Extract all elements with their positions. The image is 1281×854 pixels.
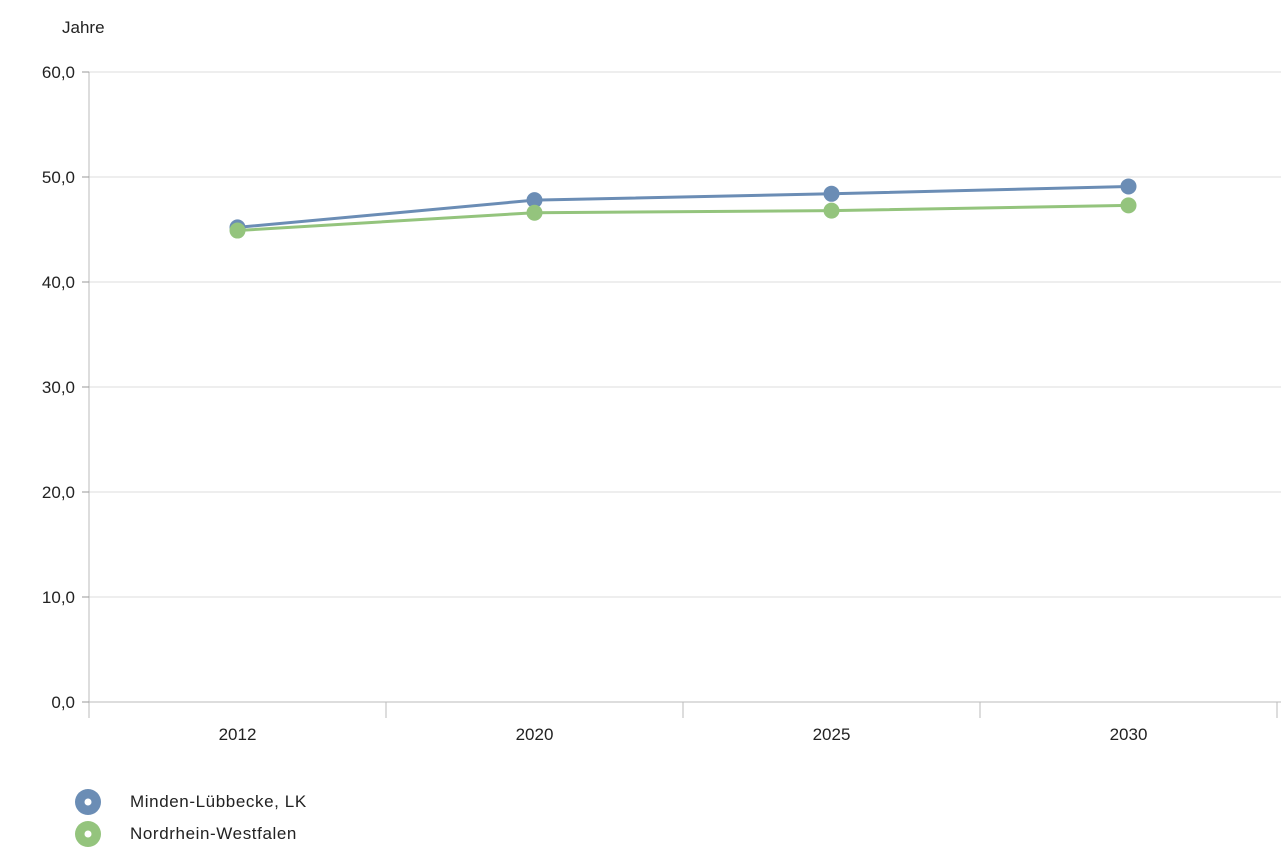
- legend: Minden-Lübbecke, LK Nordrhein-Westfalen: [74, 786, 307, 850]
- x-tick-label: 2012: [219, 725, 257, 744]
- y-tick-label: 20,0: [42, 483, 75, 502]
- data-point: [823, 202, 840, 219]
- y-axis-ticks: 0,0 10,0 20,0 30,0 40,0 50,0 60,0: [42, 63, 89, 712]
- y-tick-label: 10,0: [42, 588, 75, 607]
- data-point: [1120, 178, 1137, 195]
- grid-lines: [89, 71, 1281, 598]
- x-axis-ticks: 2012 2020 2025 2030: [219, 702, 1278, 744]
- legend-label-nrw: Nordrhein-Westfalen: [130, 824, 297, 843]
- axes: [82, 72, 1281, 718]
- series-line-1: [237, 203, 1129, 233]
- x-tick-label: 2025: [813, 725, 851, 744]
- y-tick-label: 30,0: [42, 378, 75, 397]
- series-group: [229, 178, 1137, 239]
- line-chart: Jahre 0,010,020,030,040,050,060,0 2012 20…: [42, 18, 1281, 744]
- legend-label-minden: Minden-Lübbecke, LK: [130, 792, 307, 811]
- series-line-0: [237, 184, 1129, 229]
- x-tick-label: 2020: [516, 725, 554, 744]
- data-point: [823, 185, 840, 202]
- series-marker-icon: [75, 821, 101, 847]
- data-point: [1120, 197, 1137, 214]
- data-point: [526, 192, 543, 209]
- y-axis-title: Jahre: [62, 18, 105, 37]
- data-point: [229, 222, 246, 239]
- x-tick-label: 2030: [1110, 725, 1148, 744]
- legend-item-minden[interactable]: Minden-Lübbecke, LK: [74, 786, 307, 818]
- y-tick-label: 40,0: [42, 273, 75, 292]
- series-marker-icon: [75, 789, 101, 815]
- legend-item-nrw[interactable]: Nordrhein-Westfalen: [74, 818, 307, 850]
- y-tick-label: 50,0: [42, 168, 75, 187]
- y-tick-label: 0,0: [51, 693, 75, 712]
- y-tick-label: 60,0: [42, 63, 75, 82]
- data-point: [526, 204, 543, 221]
